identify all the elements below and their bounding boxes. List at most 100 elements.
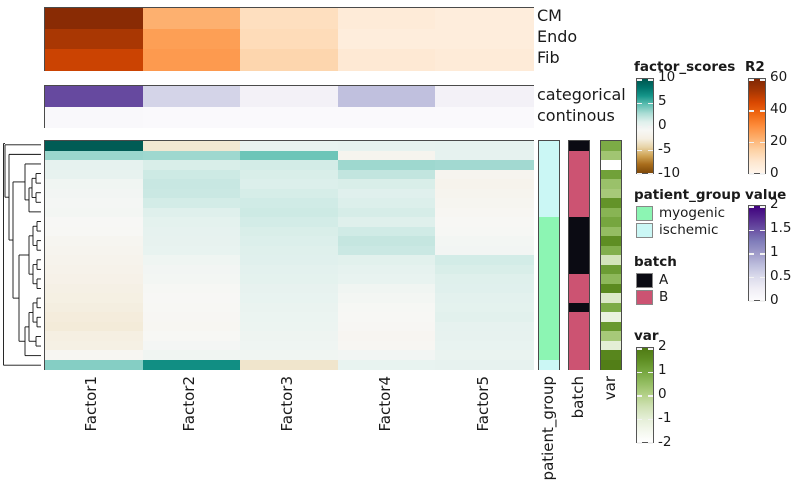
value-cell [45,86,144,108]
patient-group-cell [539,198,559,209]
r2-cell [337,8,436,30]
colorbar-tick-mark [648,395,653,397]
colorbar-tick-mark [749,79,754,81]
colorbar-tick-mark [760,229,765,231]
tick-factor-5: 5 [658,93,667,109]
colorbar-tick-mark [637,102,642,104]
batch-cell [569,169,589,180]
heatmap-cell [240,321,339,332]
r2-cell [435,28,534,50]
heatmap-cell [45,293,144,304]
value-cell [337,86,436,108]
heatmap-cell [435,188,534,199]
heatmap-cell [45,141,144,152]
value-row-label-continous: continous [537,106,615,125]
patient-group-cell [539,150,559,161]
legend-swatch-ischemic [636,223,653,238]
var-cell [601,179,621,190]
var-cell [601,312,621,323]
heatmap-cell [240,359,339,370]
heatmap-cell [240,350,339,361]
batch-cell [569,217,589,228]
batch-cell [569,312,589,323]
heatmap-cell [45,283,144,294]
legend-swatch-myogenic [636,206,653,221]
heatmap-cell [142,188,241,199]
batch-cell [569,255,589,266]
colorbar-var [636,347,654,444]
patient-group-cell [539,321,559,332]
column-label-factor3: Factor3 [278,376,296,432]
colorbar-tick-mark [637,395,642,397]
batch-cell [569,160,589,171]
var-annotation-column [600,140,622,370]
value-cell [45,106,144,128]
value-annotation-panel [44,85,534,128]
heatmap-cell [435,312,534,323]
r2-cell [142,49,241,71]
var-cell [601,188,621,199]
heatmap-cell [337,198,436,209]
var-cell [601,321,621,332]
patient-group-cell [539,245,559,256]
var-cell [601,293,621,304]
colorbar-tick-mark [637,126,642,128]
column-label-factor1: Factor1 [82,376,100,432]
column-labels: Factor1 Factor2 Factor3 Factor4 Factor5 [44,376,534,486]
colorbar-tick-mark [760,300,765,302]
column-label-var: var [601,376,619,401]
batch-cell [569,359,589,370]
var-cell [601,302,621,313]
var-cell [601,160,621,171]
heatmap-cell [337,302,436,313]
patient-group-cell [539,226,559,237]
value-row-labels: categorical continous [537,87,626,129]
var-cell [601,340,621,351]
r2-cell [45,49,144,71]
r2-cell [142,8,241,30]
batch-cell [569,283,589,294]
heatmap-cell [45,226,144,237]
heatmap-cell [142,169,241,180]
colorbar-tick-mark [760,276,765,278]
heatmap-cell [337,236,436,247]
colorbar-tick-mark [749,300,754,302]
heatmap-cell [435,198,534,209]
batch-cell [569,207,589,218]
var-cell [601,207,621,218]
heatmap-cell [45,312,144,323]
patient-group-cell [539,169,559,180]
heatmap-cell [337,321,436,332]
colorbar-r2 [748,78,766,175]
r2-row-labels: CM Endo Fib [537,8,577,71]
batch-cell [569,350,589,361]
patient-group-cell [539,141,559,152]
heatmap-cell [435,283,534,294]
colorbar-tick-mark [749,206,754,208]
heatmap-cell [240,217,339,228]
tick-r2-40: 40 [770,101,788,117]
colorbar-tick-mark [749,110,754,112]
tick-factor-m5: -5 [658,141,672,157]
heatmap-cell [337,226,436,237]
heatmap-cell [142,207,241,218]
heatmap-cell [45,198,144,209]
heatmap-cell [337,293,436,304]
value-cell [240,86,339,108]
tick-value-1: 1 [770,244,779,260]
tick-value-1p5: 1.5 [770,220,792,236]
heatmap-cell [337,179,436,190]
heatmap-cell [142,264,241,275]
heatmap-cell [45,255,144,266]
heatmap-cell [142,198,241,209]
heatmap-cell [240,245,339,256]
colorbar-value [748,205,766,302]
heatmap-cell [45,150,144,161]
patient-group-cell [539,160,559,171]
tick-value-0: 0 [770,292,779,308]
var-cell [601,198,621,209]
batch-cell [569,264,589,275]
patient-group-annotation-column [538,140,560,370]
r2-cell [435,8,534,30]
